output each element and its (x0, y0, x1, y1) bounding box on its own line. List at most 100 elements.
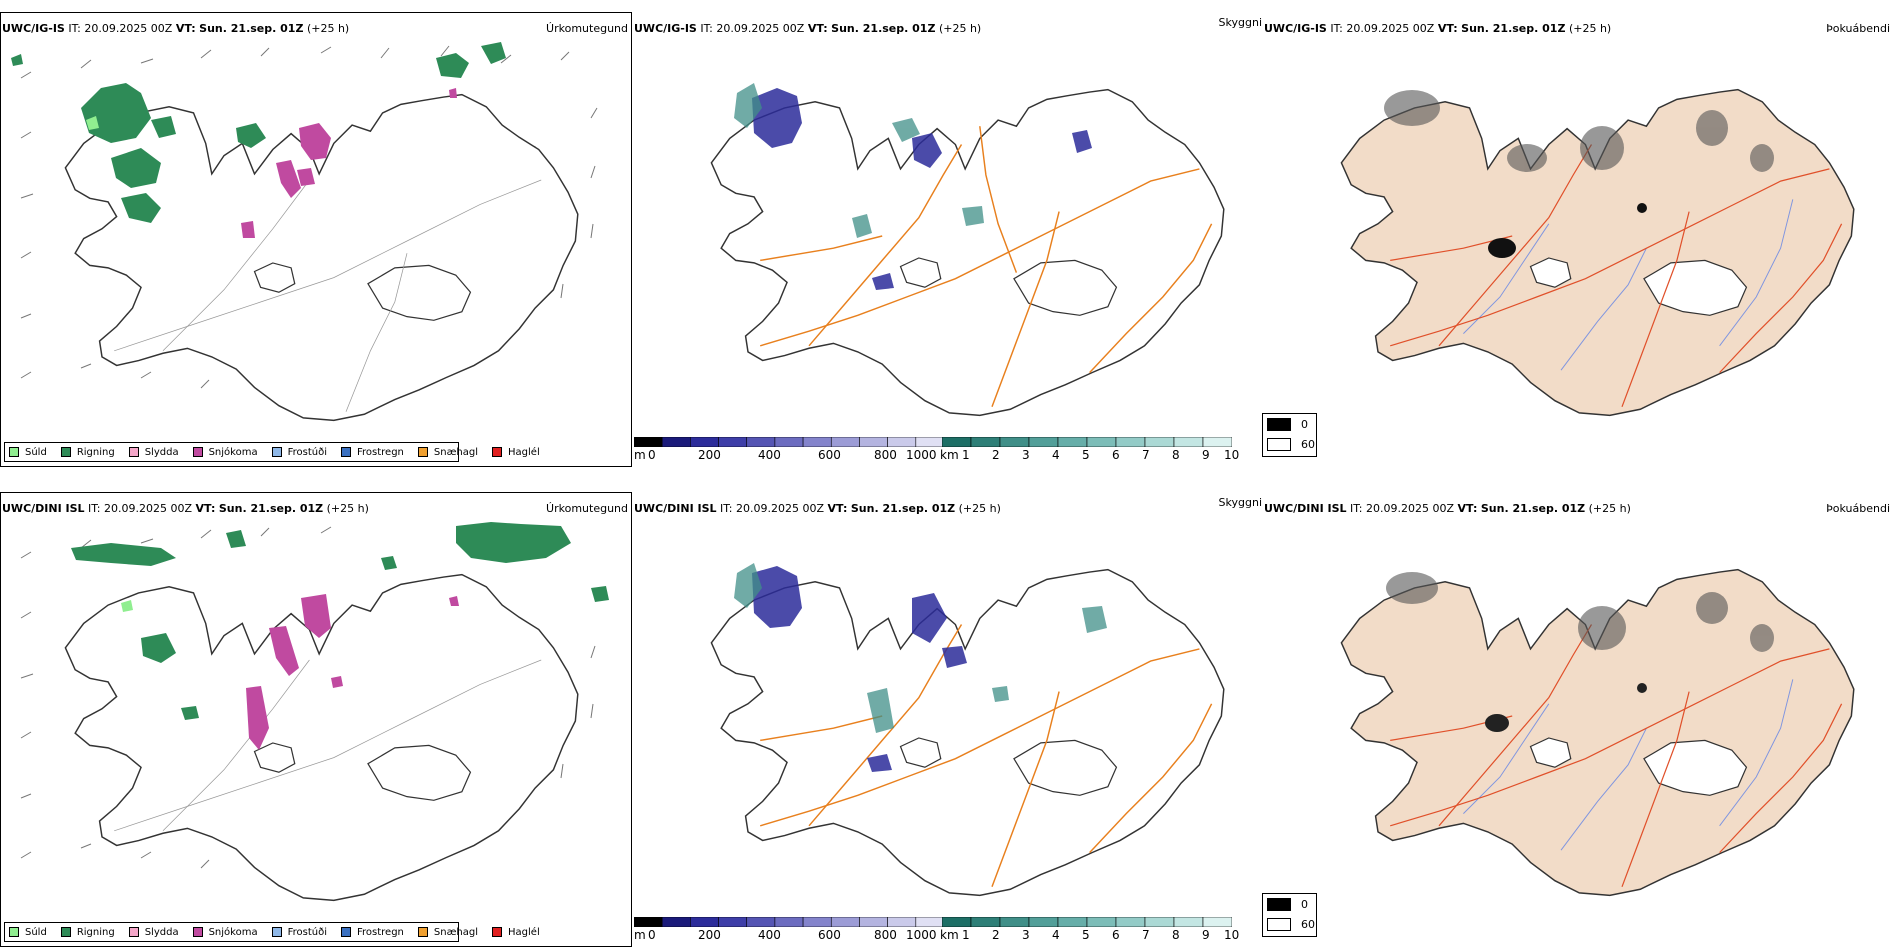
legend-item: Snjókoma (192, 927, 258, 938)
colorbar-segment (774, 437, 804, 447)
legend-item: Frostregn (341, 927, 404, 938)
colorbar-segment (830, 437, 860, 447)
precip-type-panel-top: UWC/IG-IS IT: 20.09.2025 00Z VT: Sun. 21… (0, 12, 632, 467)
fog-legend-label: 60 (1301, 438, 1315, 451)
fog-shading (1384, 90, 1774, 172)
it-label: IT: (88, 502, 101, 515)
fog-legend-swatch (1267, 898, 1291, 911)
colorbar-segment (1057, 437, 1088, 447)
model-name: UWC/DINI ISL (634, 502, 717, 515)
roads (114, 179, 542, 412)
model-name: UWC/IG-IS (1264, 22, 1327, 35)
colorbar-tick: 2 (992, 448, 1000, 462)
precip-legend: Súld Rigning Slydda Snjókoma Frostúði Fr… (4, 922, 540, 942)
colorbar-segment (1173, 437, 1204, 447)
colorbar-m-strip (634, 437, 944, 447)
legend-label: Súld (25, 446, 47, 458)
fog-map (1340, 88, 1855, 417)
legend-label: Haglél (508, 446, 540, 458)
it-value: 20.09.2025 00Z (104, 502, 193, 515)
colorbar-segment (1086, 917, 1117, 927)
legend-swatch (417, 447, 428, 457)
colorbar-tick: 4 (1052, 448, 1060, 462)
colorbar-tick: 6 (1112, 448, 1120, 462)
rain-areas (71, 522, 609, 720)
colorbar-segment (999, 917, 1030, 927)
colorbar-m-strip (634, 917, 944, 927)
lead-time: (+25 h) (938, 22, 982, 35)
fog-legend: 0 60 (1262, 413, 1317, 457)
model-name: UWC/DINI ISL (1264, 502, 1347, 515)
colorbar-km-strip (942, 437, 1232, 447)
low-vis-teal (734, 563, 1107, 733)
fog-legend-row: 60 (1267, 918, 1315, 931)
fog-dense (1488, 203, 1647, 258)
colorbar-segment (634, 917, 663, 927)
low-vis-blue (752, 566, 967, 772)
run-header: UWC/DINI ISL IT: 20.09.2025 00Z VT: Sun.… (2, 502, 369, 516)
model-name: UWC/IG-IS (2, 22, 65, 35)
legend-item: Slydda (128, 447, 179, 458)
visibility-panel-bottom: UWC/DINI ISL IT: 20.09.2025 00Z VT: Sun.… (632, 492, 1266, 947)
legend-item: Haglél (492, 447, 540, 458)
it-value: 20.09.2025 00Z (1346, 22, 1435, 35)
colorbar-tick: 3 (1022, 928, 1030, 942)
colorbar-tick: 7 (1142, 448, 1150, 462)
it-label: IT: (1350, 502, 1363, 515)
legend-item: Súld (9, 447, 47, 458)
colorbar-segment (830, 917, 860, 927)
legend-label: Rigning (76, 446, 115, 458)
precip-map (20, 522, 609, 902)
it-label: IT: (1330, 22, 1343, 35)
colorbar-tick: 0 (648, 928, 656, 942)
legend-label: Frostregn (357, 446, 404, 458)
colorbar-segment (1144, 917, 1175, 927)
run-header: UWC/IG-IS IT: 20.09.2025 00Z VT: Sun. 21… (634, 22, 981, 36)
run-header: UWC/DINI ISL IT: 20.09.2025 00Z VT: Sun.… (1264, 502, 1631, 516)
colorbar-tick: 800 (874, 928, 897, 942)
legend-label: Snjókoma (208, 446, 258, 458)
visibility-colorbar-km: km 1 2 3 4 5 6 7 8 9 10 (940, 437, 1262, 467)
colorbar-segment (1115, 437, 1146, 447)
legend-item: Frostúði (271, 927, 327, 938)
vt-value: Sun. 21.sep. 01Z (1461, 22, 1566, 35)
vt-label: VT: (1457, 502, 1478, 515)
legend-swatch (128, 927, 139, 937)
legend-label: Snæhagl (433, 926, 479, 938)
legend-label: Haglél (508, 926, 540, 938)
legend-label: Frostúði (287, 446, 327, 458)
colorbar-segment (942, 917, 972, 927)
it-value: 20.09.2025 00Z (716, 22, 805, 35)
legend-swatch (60, 447, 71, 457)
panel-title: Skyggni (1218, 496, 1262, 509)
lead-time: (+25 h) (306, 22, 350, 35)
colorbar-tick: 5 (1082, 448, 1090, 462)
it-label: IT: (700, 22, 713, 35)
legend-swatch (9, 447, 19, 457)
it-label: IT: (68, 22, 81, 35)
colorbar-segment (970, 917, 1001, 927)
colorbar-segment (942, 437, 972, 447)
colorbar-segment (661, 437, 691, 447)
colorbar-tick: 9 (1202, 928, 1210, 942)
fog-legend-label: 0 (1301, 898, 1308, 911)
legend-swatch (341, 447, 351, 457)
precip-type-panel-bottom: UWC/DINI ISL IT: 20.09.2025 00Z VT: Sun.… (0, 492, 632, 947)
legend-swatch (9, 927, 19, 937)
run-header: UWC/DINI ISL IT: 20.09.2025 00Z VT: Sun.… (634, 502, 1001, 516)
visibility-map (710, 83, 1225, 417)
colorbar-tick: 8 (1172, 928, 1180, 942)
colorbar-unit-km: km (940, 928, 959, 942)
lead-time: (+25 h) (1568, 22, 1612, 35)
roads (114, 659, 542, 832)
colorbar-segment (634, 437, 663, 447)
legend-swatch (492, 927, 503, 937)
legend-label: Súld (25, 926, 47, 938)
colorbar-tick: 7 (1142, 928, 1150, 942)
colorbar-segment (1028, 917, 1059, 927)
vt-value: Sun. 21.sep. 01Z (850, 502, 956, 515)
colorbar-segment (887, 437, 917, 447)
low-vis-teal (734, 83, 984, 238)
colorbar-segment (859, 437, 888, 447)
colorbar-segment (802, 437, 832, 447)
